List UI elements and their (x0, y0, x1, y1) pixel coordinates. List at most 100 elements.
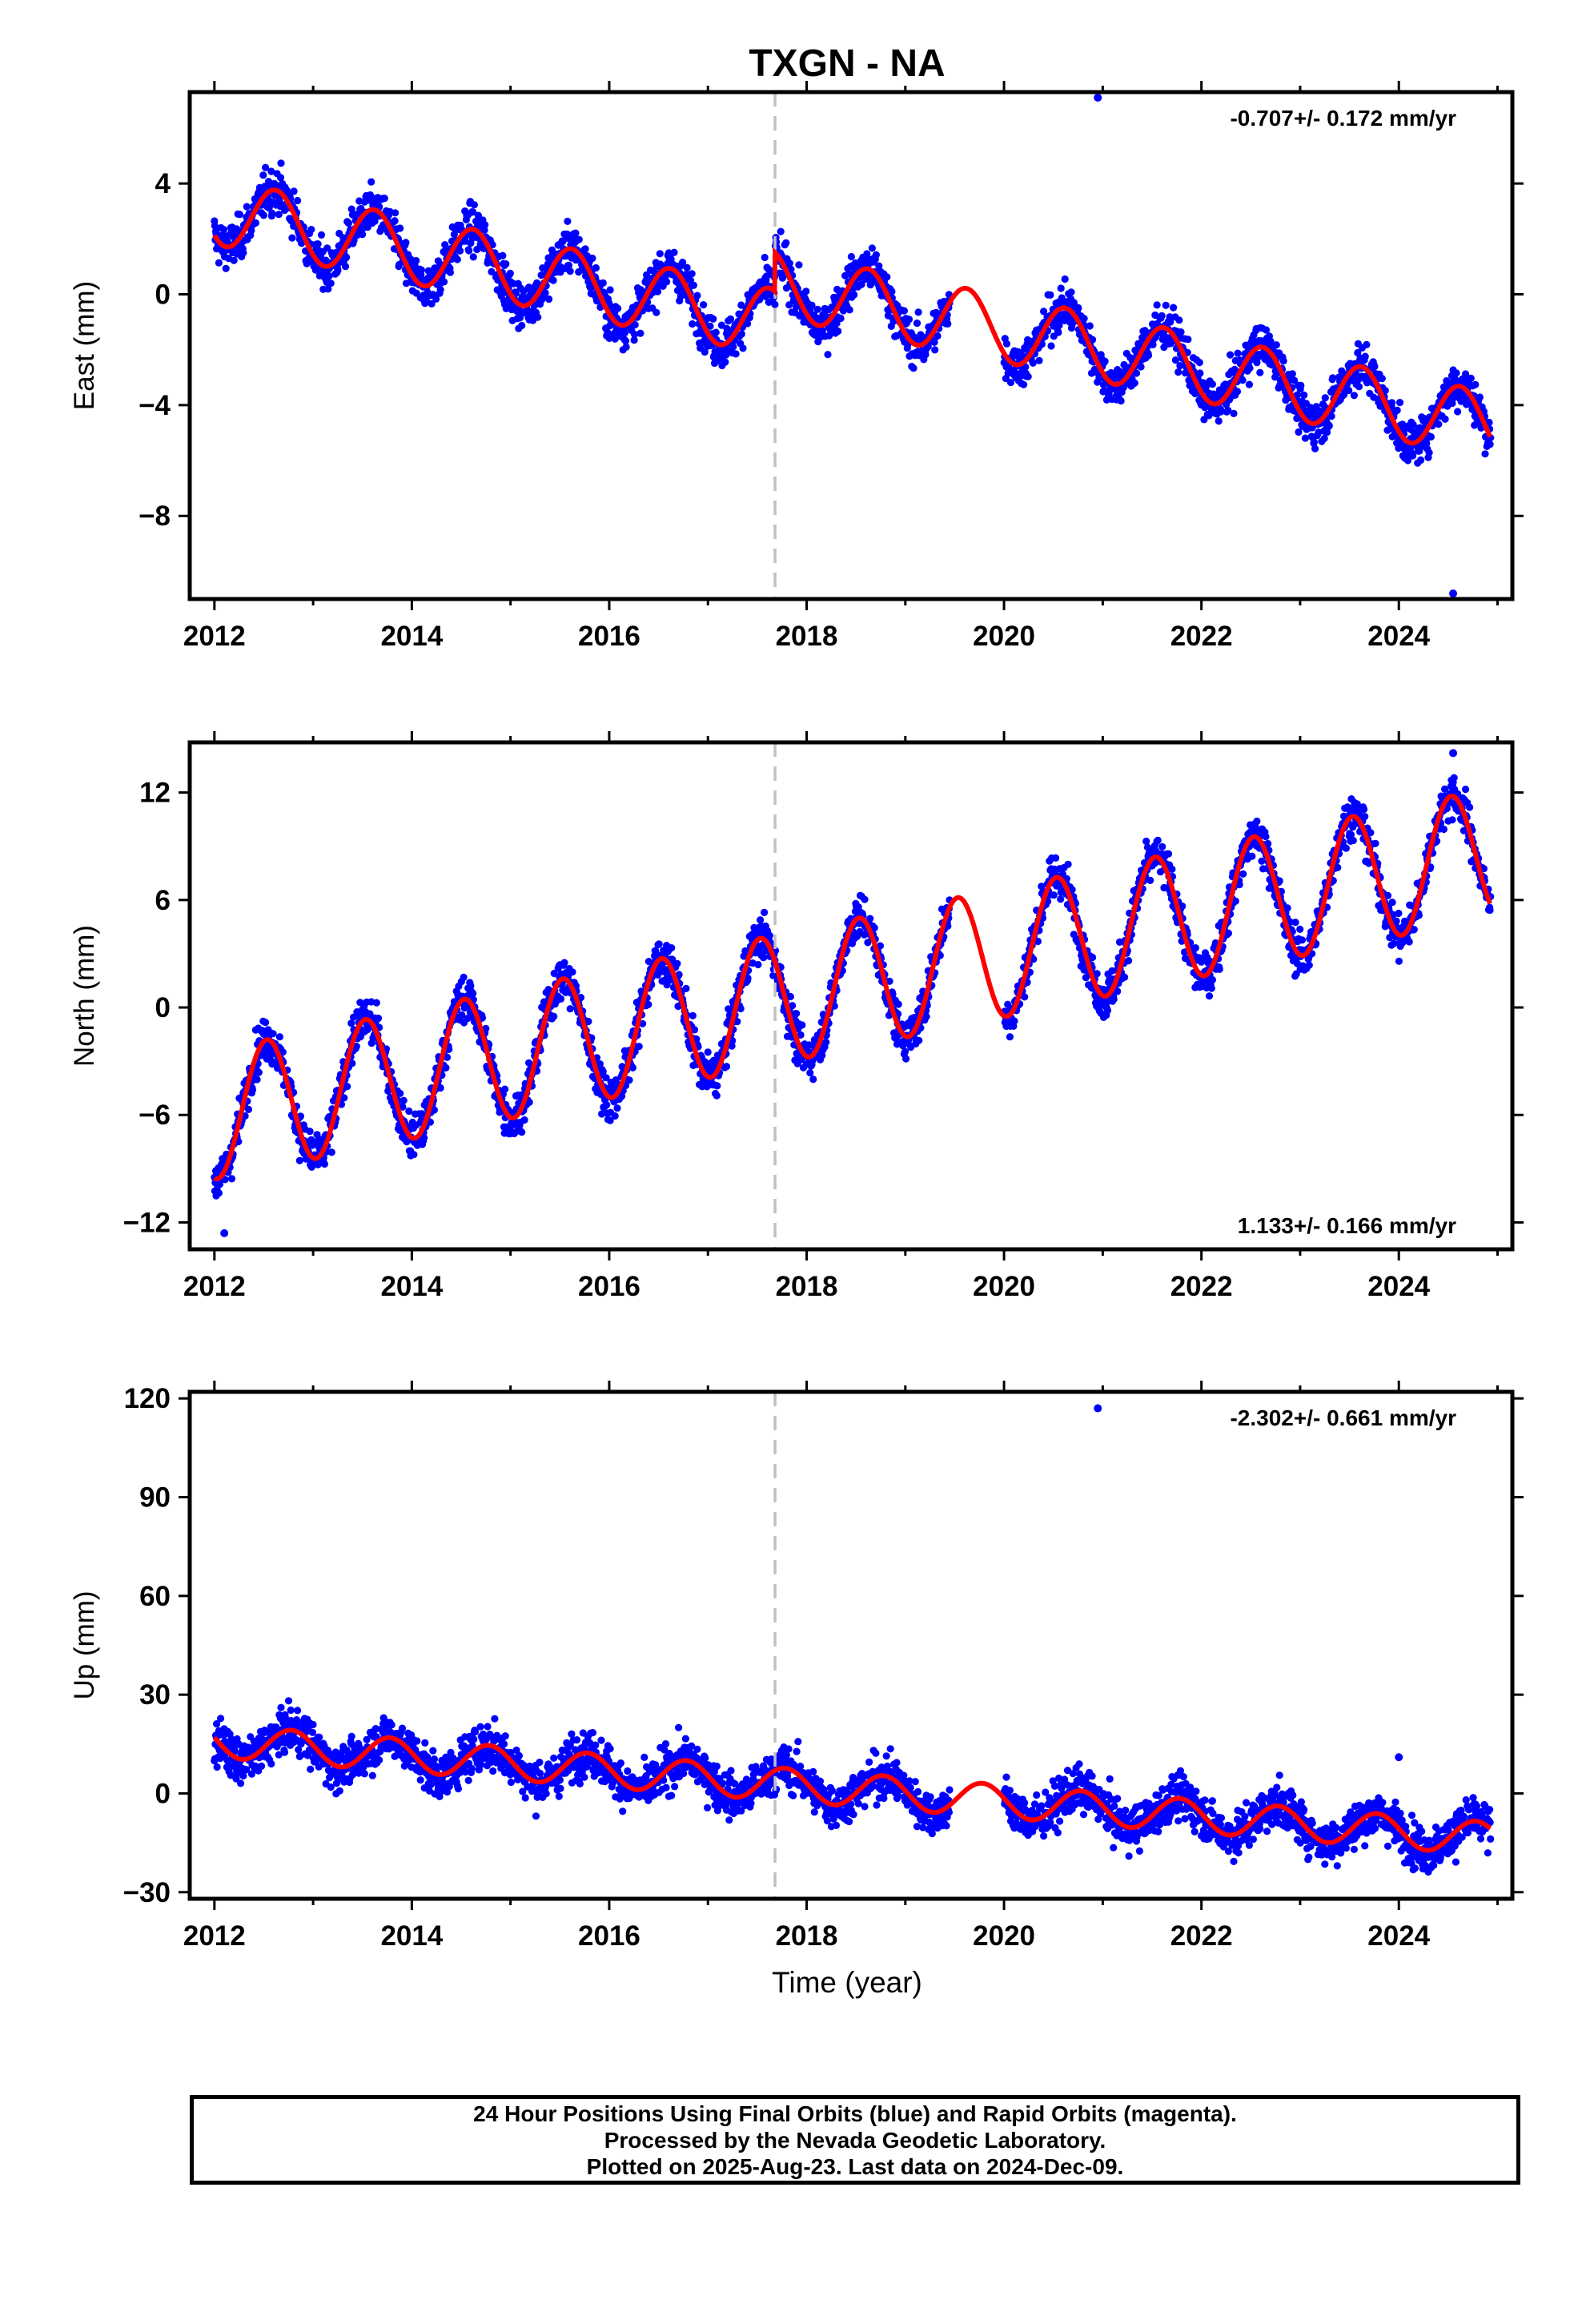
chart-title: TXGN - NA (749, 42, 945, 85)
data-point (1029, 359, 1037, 367)
data-point (288, 234, 296, 242)
outlier-point (1449, 589, 1458, 598)
x-tick-label: 2024 (1367, 621, 1430, 652)
data-point (259, 211, 267, 219)
data-point (396, 1089, 404, 1097)
data-point (693, 292, 701, 300)
data-point (469, 208, 477, 216)
data-point (1050, 891, 1058, 899)
data-point (371, 217, 379, 225)
data-point (668, 944, 676, 952)
data-point (1363, 340, 1371, 348)
data-point (673, 959, 681, 967)
data-point (1101, 357, 1109, 365)
data-point (327, 279, 335, 287)
data-point (1395, 399, 1404, 407)
y-axis-label: East (mm) (69, 281, 100, 410)
data-point (1227, 351, 1235, 359)
data-point (1329, 374, 1337, 382)
data-point (795, 261, 803, 269)
data-point (621, 337, 630, 345)
data-point (883, 273, 891, 281)
data-point (754, 960, 762, 969)
data-point (227, 1175, 236, 1183)
data-point (1350, 392, 1358, 400)
data-point (888, 287, 896, 296)
data-point (845, 270, 853, 278)
data-point (481, 221, 489, 229)
data-point (1290, 376, 1299, 384)
data-point (847, 252, 855, 261)
data-point (709, 315, 717, 323)
data-point (806, 1069, 814, 1077)
data-point (1295, 428, 1303, 436)
data-point (442, 1063, 450, 1072)
data-point (845, 306, 853, 314)
data-point (255, 1068, 263, 1076)
data-point (341, 263, 350, 271)
data-point (453, 255, 461, 263)
data-point (276, 174, 285, 182)
data-point (635, 1043, 643, 1051)
data-point (604, 328, 612, 336)
data-point (1279, 357, 1287, 365)
data-point (914, 308, 922, 316)
data-point (689, 1011, 697, 1019)
data-point (1311, 444, 1319, 452)
data-point (465, 247, 473, 255)
data-point (1144, 352, 1153, 360)
data-point (1164, 850, 1173, 858)
data-point (850, 291, 858, 299)
data-point (913, 320, 921, 328)
data-point (656, 250, 664, 258)
data-point (1361, 352, 1369, 360)
data-point (1472, 380, 1480, 388)
data-point (1158, 842, 1166, 850)
data-point (391, 217, 399, 225)
data-point (541, 289, 549, 297)
x-tick-label: 2018 (776, 621, 838, 652)
data-point (1086, 322, 1094, 330)
y-tick-label: 4 (155, 168, 171, 199)
data-point (1177, 328, 1185, 336)
data-point (915, 1036, 923, 1044)
data-point (611, 1112, 619, 1120)
data-point (614, 304, 622, 312)
data-point (248, 1086, 257, 1094)
data-point (1310, 438, 1318, 446)
data-point (721, 358, 729, 366)
data-point (1064, 860, 1072, 868)
data-point (344, 219, 352, 227)
data-point (1323, 428, 1331, 436)
x-tick-label: 2012 (183, 621, 246, 652)
data-point (1166, 318, 1174, 326)
data-points (211, 93, 1495, 598)
data-point (1208, 380, 1216, 388)
data-point (359, 231, 367, 239)
data-point (875, 262, 883, 270)
data-point (622, 343, 630, 351)
data-point (564, 217, 572, 225)
data-point (222, 264, 230, 272)
data-point (314, 240, 322, 248)
data-point (564, 261, 573, 269)
data-point (625, 1076, 633, 1084)
data-point (367, 178, 375, 186)
data-point (761, 253, 769, 262)
data-point (652, 308, 661, 316)
data-point (1320, 434, 1328, 443)
data-point (566, 1005, 574, 1013)
plot-area (211, 742, 1495, 1249)
x-tick-label: 2014 (380, 621, 443, 652)
data-point (525, 283, 533, 292)
data-point (560, 959, 568, 967)
data-point (679, 259, 687, 267)
data-point (1435, 420, 1443, 428)
data-point (1195, 359, 1203, 367)
data-point (1462, 370, 1470, 378)
data-point (473, 245, 481, 254)
data-point (374, 1014, 383, 1023)
data-point (1074, 304, 1082, 312)
data-point (757, 916, 765, 924)
